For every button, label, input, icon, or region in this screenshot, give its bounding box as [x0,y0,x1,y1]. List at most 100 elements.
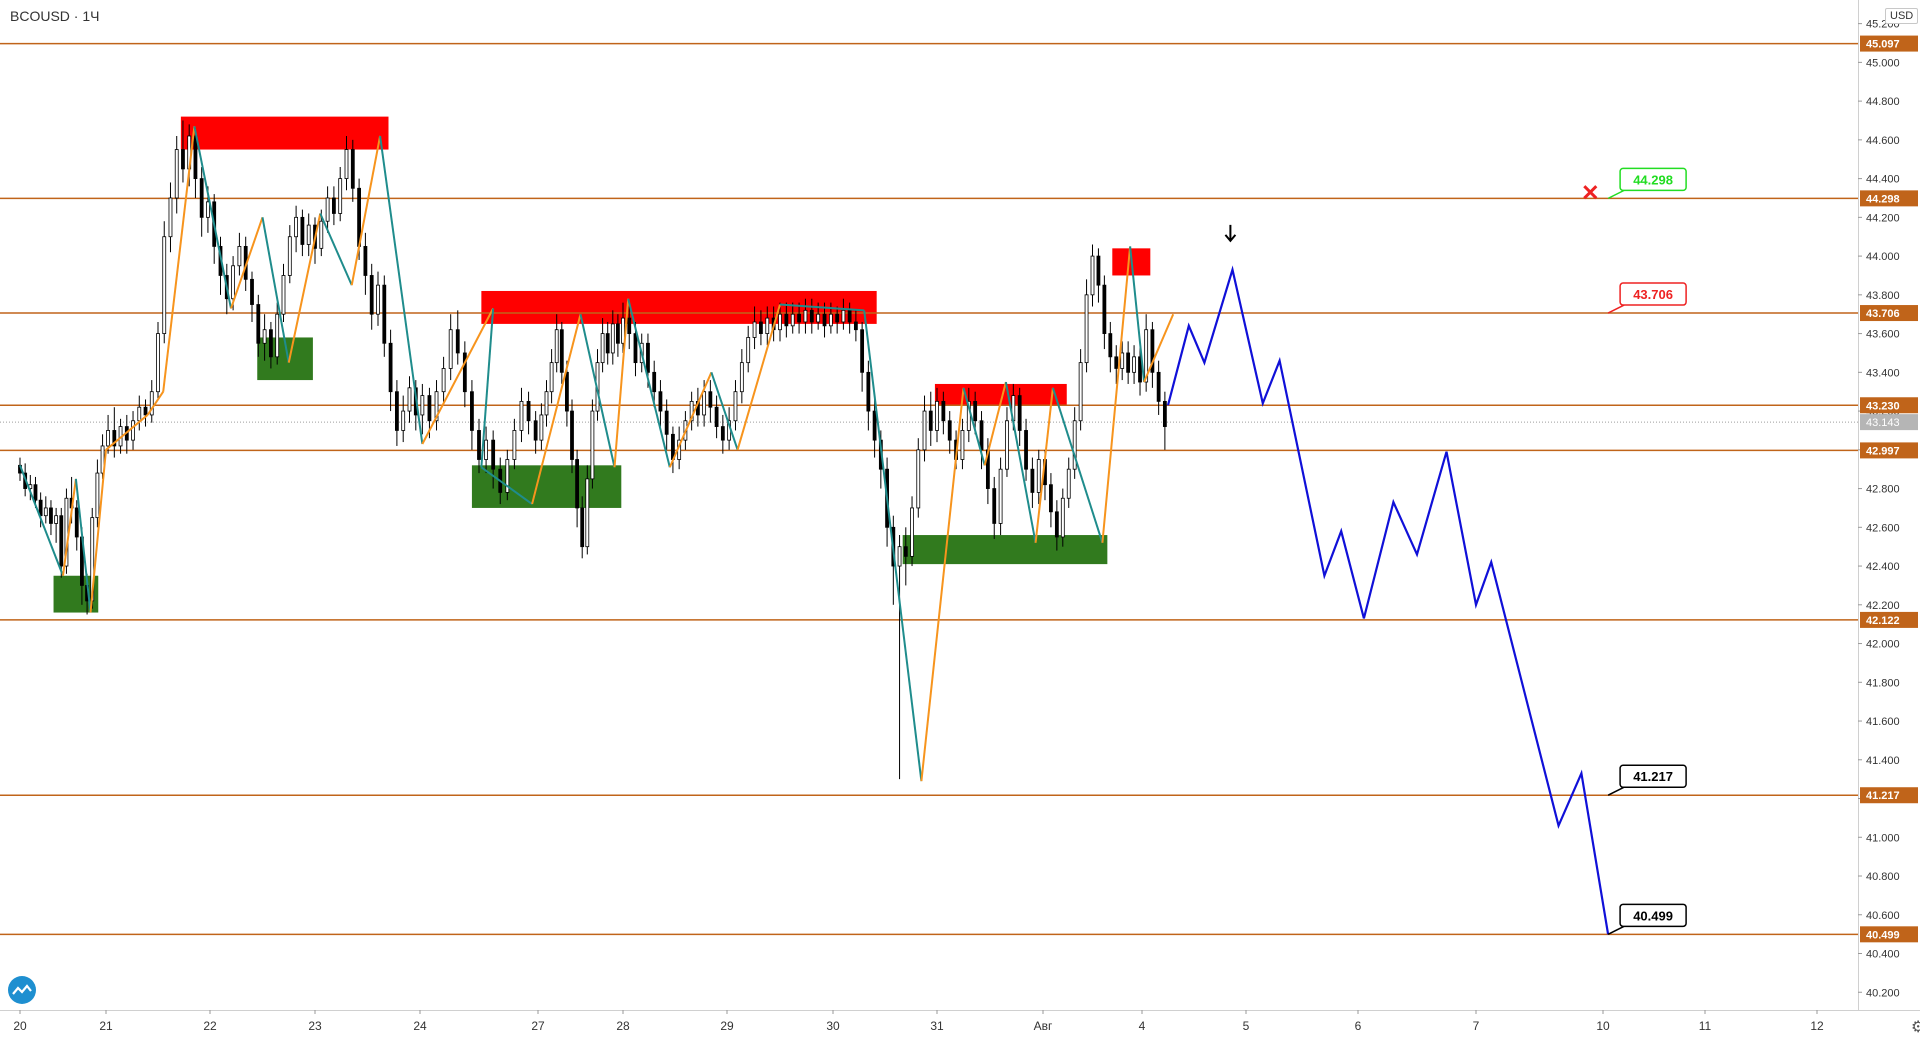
candle-body [828,313,833,327]
price-tick-label: 44.000 [1866,251,1900,263]
price-tick-label: 41.800 [1866,677,1900,689]
level-tag-bg [1860,190,1918,207]
candle-body [778,313,782,331]
price-tick-label: 41.000 [1866,832,1900,844]
zigzag-segment [421,307,495,445]
candle-body [847,309,852,323]
candle-body [533,420,538,441]
candle-body [491,439,496,470]
candle-body [206,201,210,218]
currency-badge[interactable]: USD [1885,8,1919,24]
candle-body [702,391,707,416]
level-price-tag: 45.097 [1860,35,1918,52]
zigzag-segment [480,308,495,468]
candle-body [1054,511,1059,538]
candle-body [1120,352,1125,369]
candle-body [1132,356,1136,373]
date-tick-label: 31 [930,1019,944,1033]
price-tick-label: 44.400 [1866,174,1900,186]
candle-body [1126,352,1131,373]
date-tick-label: 20 [13,1019,27,1033]
price-tick-label: 44.600 [1866,135,1900,147]
date-tick-label: 29 [720,1019,734,1033]
candle-body [797,313,801,323]
candle-body [434,391,439,422]
candle-body [803,309,808,323]
candle-body [916,449,921,509]
level-tag-text: 41.217 [1866,790,1900,802]
candle-body [1078,362,1083,422]
candle-body [294,216,299,238]
candle-body [1096,255,1101,286]
date-tick-label: 5 [1243,1019,1250,1033]
price-tick-label: 42.200 [1866,600,1900,612]
level-price-tag: 42.997 [1860,442,1918,459]
candle-body [580,507,585,548]
level-tag-bg [1860,787,1918,804]
price-tick-label: 40.600 [1866,910,1900,922]
zigzag-segment [736,304,781,451]
level-tag-bg [1860,35,1918,52]
level-price-tag: 41.217 [1860,787,1918,804]
date-tick-label: 24 [413,1019,427,1033]
candle-body [935,400,939,431]
candle-body [1005,420,1009,470]
zigzag-segment [193,126,232,309]
current-price-tag-text: 43.143 [1866,417,1900,429]
level-price-tag: 43.230 [1860,397,1918,414]
candle-body [998,468,1003,524]
candle-body [1156,371,1161,402]
candle-body [156,333,160,393]
candle-body [1084,294,1089,364]
price-callout: 44.298 [1607,167,1687,200]
callout-pointer [1607,786,1625,796]
level-tag-text: 42.997 [1866,445,1900,457]
candle-body [600,333,605,364]
candle-body [143,406,148,416]
candle-body [1030,468,1035,493]
current-price-tag-bg [1860,414,1918,431]
candle-body [822,313,827,327]
candle-body [784,313,789,327]
symbol-label[interactable]: BCOUSD · 1Ч [10,8,100,24]
candle-body [752,321,757,338]
candle-body [448,329,453,369]
level-tag-text: 40.499 [1866,929,1900,941]
candle-body [590,410,595,480]
candle-body [331,197,336,214]
candle-body [54,515,59,524]
date-tick-label: 21 [99,1019,113,1033]
level-price-tag: 40.499 [1860,926,1918,943]
date-tick-label: 6 [1355,1019,1362,1033]
zigzag-segment [74,478,92,613]
tradingview-logo-icon[interactable] [8,976,36,1004]
zigzag-segment [531,313,582,505]
candle-body [816,313,821,323]
candle-body [539,414,544,441]
zigzag-segment [261,217,290,363]
level-tag-bg [1860,442,1918,459]
demand-zone [902,535,1108,565]
level-tag-text: 43.230 [1866,400,1900,412]
candle-body [319,220,324,249]
candle-body [922,410,927,451]
price-tick-label: 41.600 [1866,716,1900,728]
zigzag-segment [379,135,424,445]
gear-icon[interactable]: ⚙ [1911,1017,1920,1036]
candle-body [1072,420,1077,470]
zigzag-segment [1143,313,1175,383]
candle-body [646,342,650,373]
price-tick-label: 40.800 [1866,871,1900,883]
candle-body [484,439,488,460]
candle-body [256,304,261,344]
candle-body [1066,468,1071,499]
candle-body [1102,284,1107,334]
candle-body [973,400,978,422]
candle-body [325,197,330,222]
date-tick-label: 30 [826,1019,840,1033]
zigzag-segment [1051,387,1104,544]
candle-body [95,472,100,519]
current-price-tag: 43.143 [1860,414,1918,431]
